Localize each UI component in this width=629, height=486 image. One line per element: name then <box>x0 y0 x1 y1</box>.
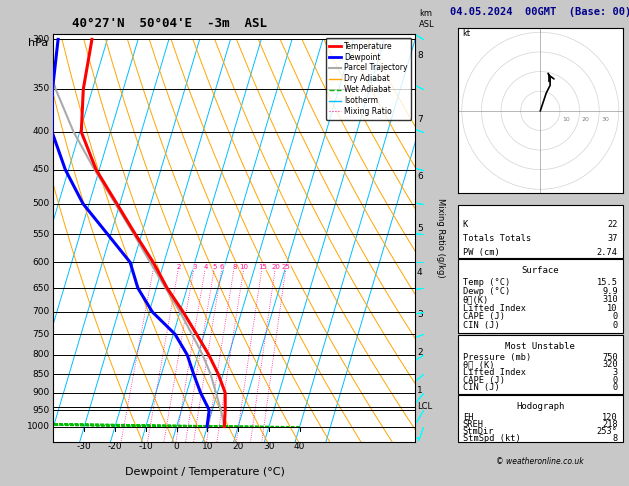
Text: 120: 120 <box>602 413 618 421</box>
Text: 15: 15 <box>258 263 267 270</box>
Text: 900: 900 <box>33 388 50 397</box>
Text: 20: 20 <box>582 117 589 122</box>
Text: StmSpd (kt): StmSpd (kt) <box>463 434 521 443</box>
Bar <box>458 206 623 258</box>
Text: Surface: Surface <box>521 266 559 275</box>
Text: 40: 40 <box>294 442 306 451</box>
Text: StmDir: StmDir <box>463 427 494 435</box>
Text: CIN (J): CIN (J) <box>463 383 499 392</box>
Text: 4: 4 <box>417 268 423 278</box>
Text: kt: kt <box>462 29 470 38</box>
Text: 2: 2 <box>177 263 181 270</box>
Text: Temp (°C): Temp (°C) <box>463 278 510 287</box>
Text: 350: 350 <box>33 85 50 93</box>
Text: 20: 20 <box>271 263 280 270</box>
Text: 3: 3 <box>192 263 196 270</box>
Text: 25: 25 <box>282 263 291 270</box>
Text: SREH: SREH <box>463 419 484 429</box>
Text: Dewp (°C): Dewp (°C) <box>463 287 510 295</box>
Text: 320: 320 <box>602 361 618 369</box>
Text: 8: 8 <box>613 434 618 443</box>
Text: Totals Totals: Totals Totals <box>463 234 531 243</box>
Text: 10: 10 <box>607 304 618 312</box>
Text: km
ASL: km ASL <box>419 9 435 29</box>
Text: 7: 7 <box>417 115 423 124</box>
Text: 600: 600 <box>33 258 50 267</box>
Text: Pressure (mb): Pressure (mb) <box>463 353 531 362</box>
Text: © weatheronline.co.uk: © weatheronline.co.uk <box>496 457 584 466</box>
Text: 500: 500 <box>33 199 50 208</box>
Bar <box>458 334 623 394</box>
Text: 22: 22 <box>607 220 618 228</box>
Text: 1000: 1000 <box>27 422 50 431</box>
Text: Mixing Ratio (g/kg): Mixing Ratio (g/kg) <box>436 198 445 278</box>
Text: 0: 0 <box>613 383 618 392</box>
Text: 450: 450 <box>33 165 50 174</box>
Bar <box>458 259 623 333</box>
Text: 8: 8 <box>232 263 237 270</box>
Text: -10: -10 <box>138 442 153 451</box>
Text: 400: 400 <box>33 127 50 137</box>
Text: hPa: hPa <box>28 38 48 48</box>
Text: θᴇ(K): θᴇ(K) <box>463 295 489 304</box>
Text: CAPE (J): CAPE (J) <box>463 376 505 385</box>
Text: 10: 10 <box>562 117 570 122</box>
Text: 9.9: 9.9 <box>602 287 618 295</box>
Text: EH: EH <box>463 413 474 421</box>
Text: 2.74: 2.74 <box>597 248 618 257</box>
Text: 04.05.2024  00GMT  (Base: 00): 04.05.2024 00GMT (Base: 00) <box>450 7 629 17</box>
Text: 10: 10 <box>240 263 248 270</box>
Text: 4: 4 <box>203 263 208 270</box>
Text: 850: 850 <box>33 370 50 379</box>
Text: 37: 37 <box>607 234 618 243</box>
Text: Lifted Index: Lifted Index <box>463 304 526 312</box>
Text: 750: 750 <box>602 353 618 362</box>
Legend: Temperature, Dewpoint, Parcel Trajectory, Dry Adiabat, Wet Adiabat, Isotherm, Mi: Temperature, Dewpoint, Parcel Trajectory… <box>326 38 411 120</box>
Text: Hodograph: Hodograph <box>516 402 564 411</box>
Text: 253°: 253° <box>597 427 618 435</box>
Text: 5: 5 <box>213 263 217 270</box>
Text: 1: 1 <box>152 263 156 270</box>
Text: Lifted Index: Lifted Index <box>463 368 526 377</box>
Text: 3: 3 <box>417 310 423 319</box>
Text: 10: 10 <box>202 442 213 451</box>
Text: 0: 0 <box>613 376 618 385</box>
Text: 6: 6 <box>220 263 225 270</box>
Text: K: K <box>463 220 468 228</box>
Text: 0: 0 <box>613 321 618 330</box>
Text: 40°27'N  50°04'E  -3m  ASL: 40°27'N 50°04'E -3m ASL <box>72 17 267 30</box>
Text: 750: 750 <box>33 330 50 339</box>
Text: 30: 30 <box>601 117 609 122</box>
Text: 0: 0 <box>174 442 179 451</box>
Text: Most Unstable: Most Unstable <box>505 342 576 350</box>
Text: 300: 300 <box>33 35 50 44</box>
Text: 30: 30 <box>263 442 275 451</box>
Bar <box>458 395 623 442</box>
Text: 800: 800 <box>33 350 50 359</box>
Text: 0: 0 <box>613 312 618 321</box>
Text: 6: 6 <box>417 173 423 181</box>
Text: θᴇ (K): θᴇ (K) <box>463 361 494 369</box>
Text: 8: 8 <box>417 51 423 60</box>
Text: 20: 20 <box>233 442 244 451</box>
Text: -20: -20 <box>108 442 122 451</box>
Text: 3: 3 <box>613 368 618 377</box>
Text: PW (cm): PW (cm) <box>463 248 499 257</box>
Text: 1: 1 <box>417 386 423 396</box>
Text: 310: 310 <box>602 295 618 304</box>
Text: 5: 5 <box>417 224 423 233</box>
Text: 650: 650 <box>33 283 50 293</box>
Text: -30: -30 <box>77 442 92 451</box>
Text: Dewpoint / Temperature (°C): Dewpoint / Temperature (°C) <box>125 467 286 477</box>
Text: 15.5: 15.5 <box>597 278 618 287</box>
Text: 700: 700 <box>33 307 50 316</box>
Text: LCL: LCL <box>417 402 432 411</box>
Text: CAPE (J): CAPE (J) <box>463 312 505 321</box>
Text: 218: 218 <box>602 419 618 429</box>
Text: 950: 950 <box>33 406 50 415</box>
Text: 2: 2 <box>417 348 423 357</box>
Text: CIN (J): CIN (J) <box>463 321 499 330</box>
Text: 550: 550 <box>33 230 50 239</box>
